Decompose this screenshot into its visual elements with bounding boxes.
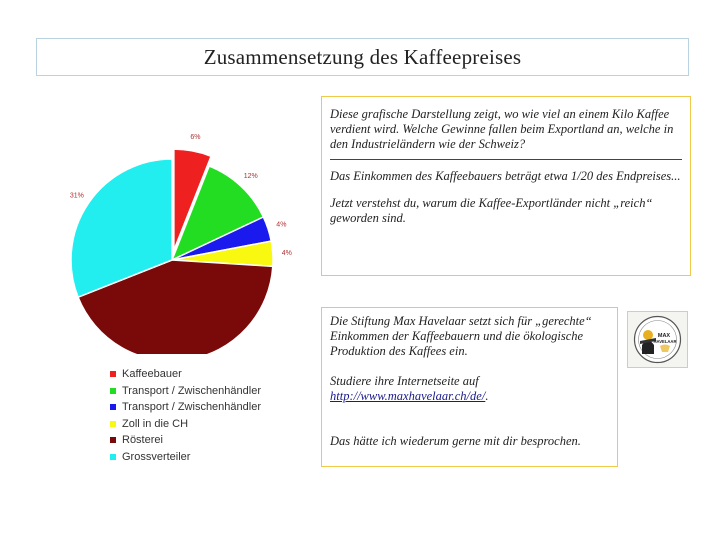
legend-label: Transport / Zwischenhändler bbox=[122, 384, 261, 397]
spacer bbox=[330, 359, 609, 374]
legend-item-roesterei: Rösterei bbox=[110, 432, 290, 449]
logo-text-max: MAX bbox=[658, 333, 671, 339]
pie-chart: 6%12%4%4%...31% bbox=[60, 92, 310, 354]
logo-text-havelaar: HAVELAAR bbox=[654, 339, 677, 344]
pie-slice-4 bbox=[77, 259, 274, 354]
logo-graphic: MAX HAVELAAR bbox=[633, 315, 682, 364]
legend-swatch bbox=[110, 420, 116, 427]
havelaar-text-box: Die Stiftung Max Havelaar setzt sich für… bbox=[321, 307, 618, 467]
study-prefix: Studiere ihre Internetseite auf bbox=[330, 374, 479, 388]
max-havelaar-logo: MAX HAVELAAR bbox=[627, 311, 688, 368]
legend-label: Rösterei bbox=[122, 434, 163, 447]
havelaar-text: Die Stiftung Max Havelaar setzt sich für… bbox=[330, 314, 592, 358]
spacer bbox=[330, 184, 682, 196]
legend-label: Zoll in die CH bbox=[122, 417, 189, 430]
legend-item-zoll: Zoll in die CH bbox=[110, 416, 290, 433]
legend-label: Kaffeebauer bbox=[122, 368, 182, 381]
legend-label: Transport / Zwischenhändler bbox=[122, 401, 261, 414]
study-text: Studiere ihre Internetseite auf http://w… bbox=[330, 374, 609, 404]
legend-item-transport-1: Transport / Zwischenhändler bbox=[110, 383, 290, 400]
question-text: Jetzt verstehst du, warum die Kaffee-Exp… bbox=[330, 196, 653, 225]
legend-swatch bbox=[110, 453, 116, 460]
legend-item-grossverteiler: Grossverteiler bbox=[110, 449, 290, 466]
pie-slice-label-2: 4% bbox=[276, 221, 286, 228]
intro-text: Diese grafische Darstellung zeigt, wo wi… bbox=[330, 107, 674, 151]
pie-slice-1 bbox=[170, 165, 265, 262]
legend-swatch bbox=[110, 387, 116, 394]
pie-chart-svg: 6%12%4%4%...31% bbox=[70, 134, 292, 354]
pie-slice-5 bbox=[70, 158, 173, 299]
pie-slice-label-5: 31% bbox=[70, 192, 84, 199]
pie-slice-label-3: 4% bbox=[282, 250, 292, 257]
link-suffix: . bbox=[485, 389, 489, 403]
pie-slice-label-1: 12% bbox=[244, 173, 258, 180]
havelaar-link[interactable]: http://www.maxhavelaar.ch/de/ bbox=[330, 389, 486, 403]
pie-slice-label-0: 6% bbox=[190, 134, 200, 141]
slide-title-frame: Zusammensetzung des Kaffeepreises bbox=[36, 38, 689, 76]
slide-title: Zusammensetzung des Kaffeepreises bbox=[203, 44, 522, 69]
legend-swatch bbox=[110, 404, 116, 411]
info-text-box: Diese grafische Darstellung zeigt, wo wi… bbox=[321, 96, 691, 276]
chart-legend: Kaffeebauer Transport / Zwischenhändler … bbox=[110, 366, 290, 465]
closing-text: Das hätte ich wiederum gerne mit dir bes… bbox=[330, 434, 581, 448]
legend-item-kaffeebauer: Kaffeebauer bbox=[110, 366, 290, 383]
legend-swatch bbox=[110, 371, 116, 378]
legend-item-transport-2: Transport / Zwischenhändler bbox=[110, 399, 290, 416]
pie-slice-0 bbox=[173, 148, 213, 251]
spacer bbox=[330, 404, 609, 434]
legend-label: Grossverteiler bbox=[122, 450, 191, 463]
legend-swatch bbox=[110, 437, 116, 444]
farmer-income-text: Das Einkommen des Kaffeebauers beträgt e… bbox=[330, 169, 681, 183]
divider bbox=[330, 159, 682, 160]
